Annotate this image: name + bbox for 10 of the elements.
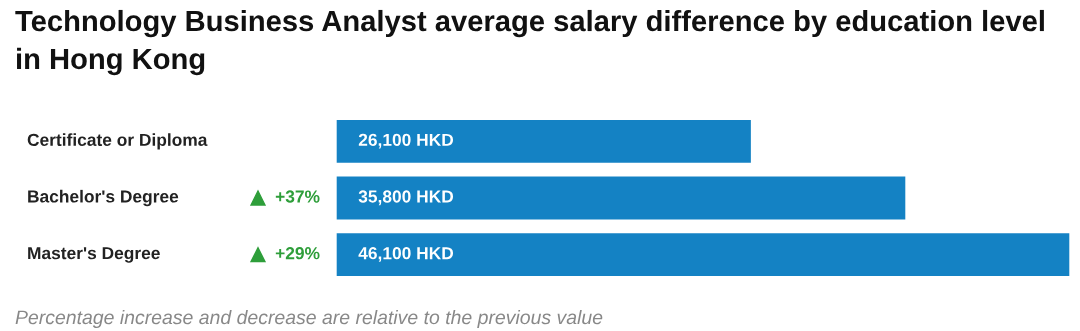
text: +29% — [275, 247, 320, 260]
data-label: 46,100 HKD — [358, 247, 454, 262]
data-label: 35,800 HKD — [358, 190, 454, 206]
chart-title: Technology Business Analyst average salary difference by education level in Hong Kong — [15, 9, 1044, 76]
text: +37% — [275, 190, 320, 203]
y-tick-label: Bachelor's Degree — [28, 189, 179, 207]
y-tick-label: Certificate or Diploma — [27, 133, 208, 150]
data-label: 26,100 HKD — [358, 133, 454, 149]
text: Percentage increase and decrease are relative to the previous value — [15, 309, 603, 329]
y-tick-label: Master's Degree — [28, 247, 160, 263]
